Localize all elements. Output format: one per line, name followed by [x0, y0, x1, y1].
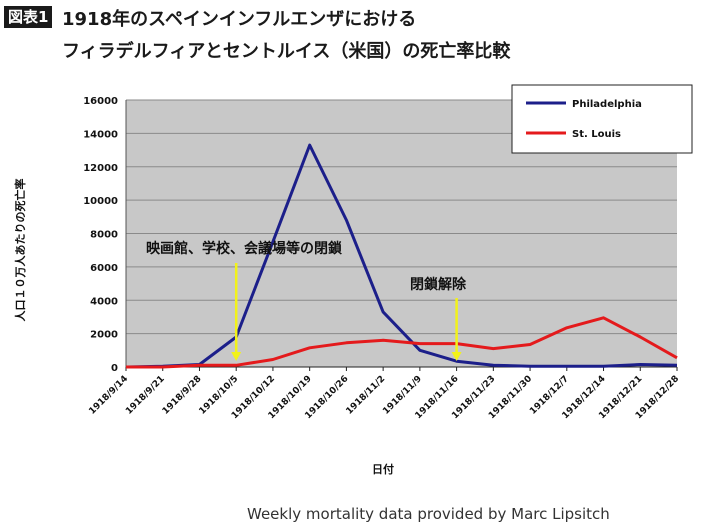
closure-arrow-head	[231, 352, 242, 361]
y-axis-label: 人口１０万人あたりの死亡率	[14, 178, 27, 322]
y-tick-label: 10000	[83, 196, 118, 207]
y-tick-label: 8000	[90, 230, 118, 241]
y-tick-label: 2000	[90, 330, 118, 341]
chart-title-line1: 1918年のスペインインフルエンザにおける	[62, 9, 417, 30]
reopen-arrow-head	[451, 352, 462, 361]
annotation-closure: 映画館、学校、会議場等の閉鎖	[146, 241, 342, 257]
legend-box	[511, 84, 693, 154]
data-credit: Weekly mortality data provided by Marc L…	[247, 505, 610, 523]
y-tick-label: 0	[111, 363, 118, 374]
y-tick-label: 16000	[83, 96, 118, 107]
legend-label: Philadelphia	[572, 99, 642, 110]
y-tick-label: 14000	[83, 129, 118, 140]
series-line-philadelphia	[125, 143, 678, 369]
figure-badge: 図表1	[4, 6, 53, 28]
annotation-reopen: 閉鎖解除	[410, 277, 466, 293]
legend-label: St. Louis	[572, 129, 621, 140]
x-axis-label: 日付	[372, 463, 394, 476]
y-tick-label: 6000	[90, 263, 118, 274]
series-line-st-louis	[126, 316, 678, 369]
y-tick-label: 12000	[83, 163, 118, 174]
chart-title-line2: フィラデルフィアとセントルイス（米国）の死亡率比較	[62, 41, 511, 62]
y-tick-label: 4000	[90, 296, 118, 307]
